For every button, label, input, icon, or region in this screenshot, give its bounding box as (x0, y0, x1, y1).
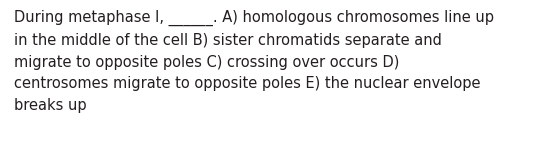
Text: During metaphase I, ______. A) homologous chromosomes line up
in the middle of t: During metaphase I, ______. A) homologou… (14, 10, 494, 113)
